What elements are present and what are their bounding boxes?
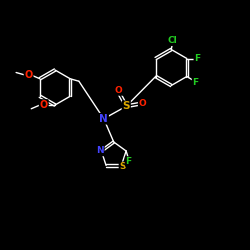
Text: N: N — [100, 114, 108, 124]
Text: S: S — [122, 101, 130, 111]
Text: O: O — [115, 86, 122, 95]
Text: N: N — [96, 146, 104, 156]
Text: O: O — [40, 100, 48, 110]
Text: O: O — [138, 99, 146, 108]
Text: S: S — [120, 162, 126, 171]
Text: F: F — [192, 78, 199, 87]
Text: F: F — [126, 157, 132, 166]
Text: O: O — [24, 70, 33, 80]
Text: F: F — [194, 54, 200, 63]
Text: Cl: Cl — [168, 36, 177, 45]
